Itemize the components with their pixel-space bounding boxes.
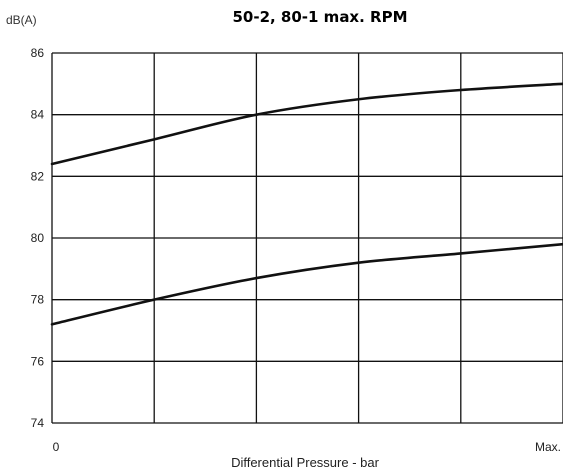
y-tick-label: 84 — [31, 108, 45, 122]
x-axis-label: Differential Pressure - bar — [231, 455, 380, 470]
y-tick-label: 78 — [31, 293, 45, 307]
y-tick-label: 86 — [31, 46, 45, 60]
series-line — [50, 82, 563, 166]
chart-title: 50-2, 80-1 max. RPM — [232, 8, 407, 26]
x-tick-label: 0 — [53, 440, 60, 454]
x-tick-labels: 0 Max. — [53, 440, 561, 454]
series-lines — [50, 82, 563, 326]
y-tick-label: 74 — [31, 416, 45, 430]
y-tick-label: 82 — [31, 169, 45, 183]
y-tick-labels: 74 76 78 80 82 84 86 — [31, 46, 45, 430]
y-axis-label: dB(A) — [6, 13, 37, 27]
x-tick-label: Max. — [535, 440, 561, 454]
grid — [51, 52, 563, 424]
series-line — [50, 242, 563, 326]
y-tick-label: 80 — [31, 231, 45, 245]
y-tick-label: 76 — [31, 354, 45, 368]
